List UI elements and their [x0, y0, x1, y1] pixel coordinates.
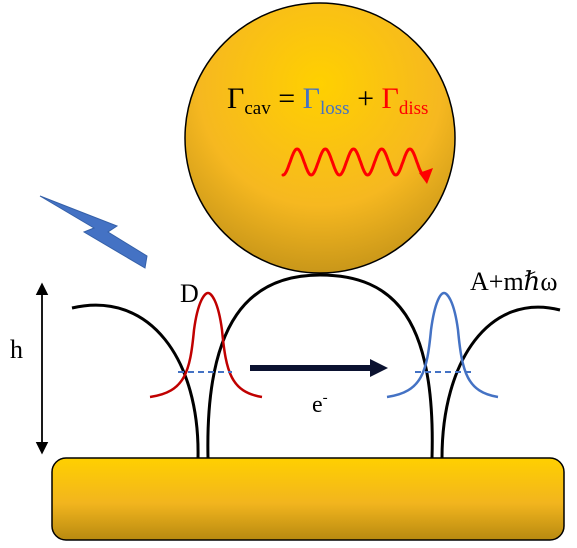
- acceptor-label: A+mℏω: [470, 267, 558, 296]
- right-outer-curve: [440, 305, 561, 459]
- cavity-sphere: [184, 2, 456, 274]
- donor-wavefunction: [149, 291, 263, 399]
- donor-label: D: [180, 279, 199, 308]
- height-label: h: [10, 335, 23, 364]
- left-outer-curve: [71, 303, 200, 459]
- cavity-equation: Γcav = Γloss + Γdiss: [227, 82, 428, 119]
- metal-substrate: [51, 457, 565, 541]
- acceptor-wavefunction: [386, 291, 499, 399]
- lightning-bolt-icon: [39, 195, 148, 269]
- central-barrier-curve: [206, 273, 434, 459]
- potential-curves: [71, 273, 561, 459]
- electron-label: e-: [312, 390, 328, 418]
- wavy-arrow-icon: [281, 147, 433, 184]
- right-arrow-icon: [250, 359, 388, 377]
